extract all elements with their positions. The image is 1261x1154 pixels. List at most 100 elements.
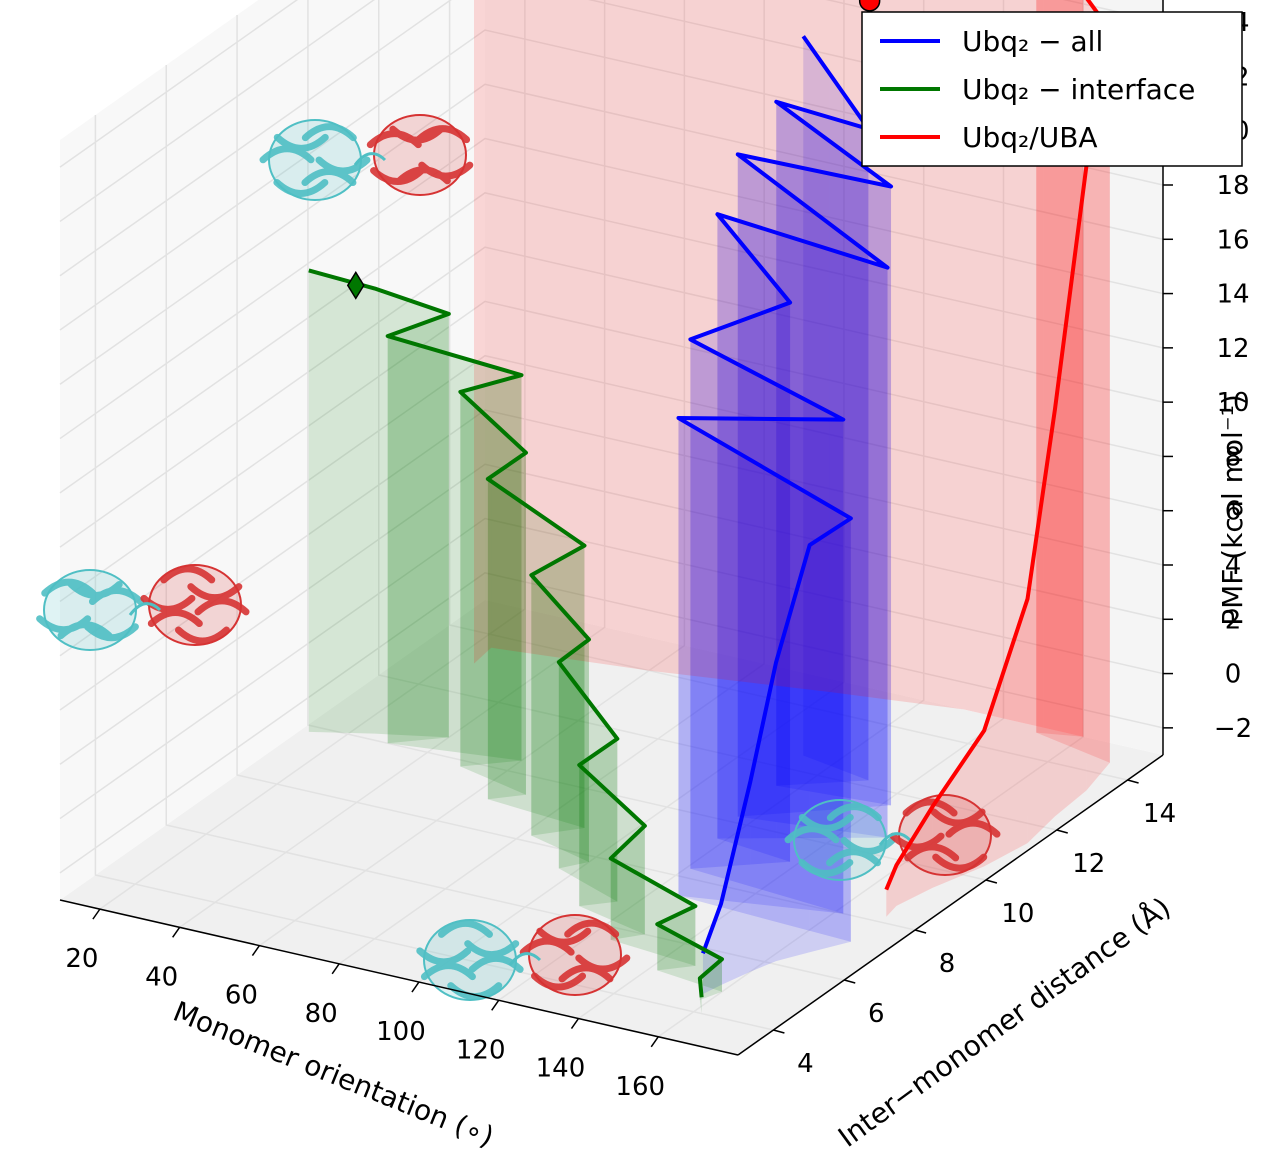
x-tick-7 bbox=[650, 1036, 659, 1048]
z-tick-label-1: 0 bbox=[1225, 660, 1242, 690]
fill-0-7 bbox=[690, 302, 791, 869]
fill-1-14 bbox=[610, 825, 645, 940]
grid-y-3 bbox=[307, 0, 987, 881]
fill-0-13 bbox=[750, 662, 777, 972]
series-line-1 bbox=[308, 268, 724, 998]
z-tick-label-6: 10 bbox=[1216, 388, 1249, 418]
floor-pane bbox=[60, 600, 1163, 1055]
grid-x-3 bbox=[338, 0, 765, 965]
fill-1-3 bbox=[387, 336, 522, 761]
legend-label-2: Ubq₂/UBA bbox=[962, 121, 1098, 154]
grid-z-7 bbox=[59, 192, 1164, 494]
x-tick-4 bbox=[411, 981, 420, 993]
protein-structure-icon bbox=[784, 794, 1001, 881]
legend-label-1: Ubq₂ − interface bbox=[962, 73, 1195, 106]
fill-0-9 bbox=[678, 418, 844, 914]
fill-0-11 bbox=[809, 518, 851, 953]
grid-y-2 bbox=[236, 15, 916, 931]
grid-z-6 bbox=[59, 246, 1164, 548]
z-tick-label-4: 6 bbox=[1225, 497, 1242, 527]
fill-2-3 bbox=[829, 0, 964, 710]
fill-2-2 bbox=[648, 0, 830, 693]
fill-1-18 bbox=[699, 959, 722, 1000]
grid-x-2 bbox=[258, 0, 686, 947]
fill-2-5 bbox=[1043, 0, 1084, 737]
pmf-fills bbox=[308, 0, 1110, 1014]
fill-0-8 bbox=[690, 339, 844, 914]
protein-images bbox=[36, 114, 1001, 1001]
legend: Ubq₂ − all Ubq₂ − interface Ubq₂/UBA bbox=[861, 11, 1243, 167]
x-tick-label-0: 20 bbox=[65, 944, 98, 974]
grid-x-7 bbox=[657, 0, 1084, 1038]
fill-0-6 bbox=[717, 214, 791, 862]
fill-2-10 bbox=[1027, 409, 1055, 844]
fill-1-15 bbox=[610, 858, 696, 966]
back-pane bbox=[485, 0, 1163, 755]
y-tick-label-0: 4 bbox=[797, 1049, 814, 1079]
z-tick-label-9: 16 bbox=[1216, 225, 1249, 255]
protein-structure-icon bbox=[36, 564, 250, 651]
fill-0-0 bbox=[803, 36, 869, 781]
x-tick-0 bbox=[92, 908, 101, 920]
z-tick-label-10: 18 bbox=[1216, 171, 1249, 201]
x-tick-label-3: 80 bbox=[305, 999, 338, 1029]
grid-z-1 bbox=[59, 517, 1164, 820]
y-tick-label-3: 10 bbox=[1001, 899, 1034, 929]
grid-z-13 bbox=[59, 0, 1164, 168]
grid-x-5 bbox=[498, 0, 925, 1001]
fill-0-3 bbox=[737, 154, 892, 817]
fill-1-16 bbox=[657, 906, 696, 971]
grid-y-0 bbox=[94, 115, 774, 1031]
grid-z-5 bbox=[59, 300, 1164, 603]
z-tick-label-8: 14 bbox=[1216, 280, 1249, 310]
series-line-0 bbox=[676, 35, 894, 955]
y-axis-line bbox=[737, 754, 1164, 1056]
y-tick-4 bbox=[1056, 829, 1068, 834]
x-tick-label-1: 40 bbox=[145, 962, 178, 992]
fill-1-12 bbox=[579, 738, 618, 907]
x-tick-6 bbox=[570, 1018, 580, 1029]
x-tick-label-4: 100 bbox=[376, 1017, 426, 1047]
fill-2-1 bbox=[491, 0, 649, 671]
pmf-lines bbox=[308, 0, 1112, 998]
y-tick-5 bbox=[1127, 779, 1139, 784]
x-tick-label-5: 120 bbox=[456, 1035, 506, 1065]
grid-z-2 bbox=[59, 463, 1164, 765]
fill-1-7 bbox=[487, 478, 585, 828]
fill-0-12 bbox=[776, 545, 810, 962]
x-tick-1 bbox=[172, 926, 181, 938]
pmf-markers bbox=[346, 0, 881, 300]
fill-1-10 bbox=[558, 639, 589, 869]
x-tick-2 bbox=[251, 945, 261, 957]
grid-x-6 bbox=[578, 0, 1005, 1020]
z-tick-label-0: −2 bbox=[1214, 714, 1252, 744]
axes: 20 40 60 80 100 120 140 160 4 6 8 10 12 14 −2 0 2 4 6 8 10 12… bbox=[59, 0, 1252, 1102]
fill-0-5 bbox=[717, 214, 888, 839]
grid-x-1 bbox=[179, 0, 606, 928]
x-tick-3 bbox=[331, 963, 340, 975]
z-tick-label-5: 8 bbox=[1225, 442, 1242, 472]
y-tick-1 bbox=[844, 979, 856, 984]
x-tick-label-6: 140 bbox=[536, 1054, 586, 1084]
fill-1-0 bbox=[308, 270, 375, 734]
y-tick-label-4: 12 bbox=[1072, 849, 1105, 879]
marker-circle-0 bbox=[858, 0, 881, 12]
y-tick-0 bbox=[773, 1029, 785, 1034]
fill-0-1 bbox=[776, 101, 869, 786]
x-tick-5 bbox=[491, 999, 500, 1011]
fill-2-9 bbox=[1054, 166, 1087, 817]
fill-1-9 bbox=[531, 575, 589, 863]
grid-z-0 bbox=[59, 572, 1164, 874]
grid-y-1 bbox=[165, 65, 845, 981]
marker-diamond-1 bbox=[346, 270, 365, 300]
z-tick-label-7: 12 bbox=[1216, 334, 1249, 364]
y-tick-label-1: 6 bbox=[868, 999, 885, 1029]
fill-2-4 bbox=[963, 0, 1044, 728]
fill-2-11 bbox=[984, 598, 1028, 867]
grid-z-8 bbox=[59, 137, 1164, 440]
y-tick-label-5: 14 bbox=[1143, 799, 1176, 829]
protein-structure-icon bbox=[416, 914, 631, 1001]
fill-2-14 bbox=[886, 865, 897, 917]
x-axis-line bbox=[59, 899, 739, 1056]
fill-1-13 bbox=[579, 765, 645, 935]
